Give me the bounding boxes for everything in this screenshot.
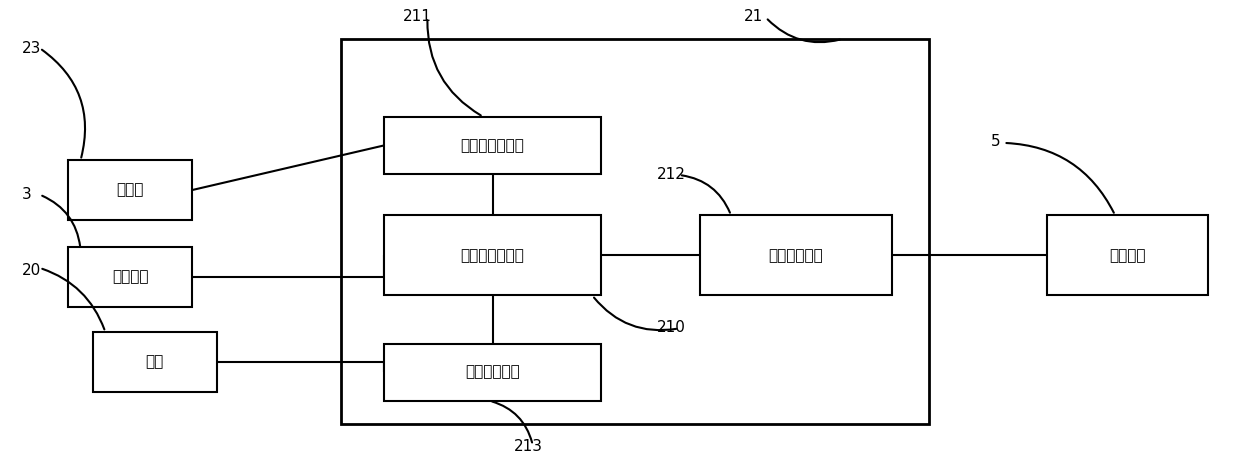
Bar bbox=[68, 160, 192, 220]
Text: 电池: 电池 bbox=[146, 354, 164, 369]
Text: 3: 3 bbox=[22, 187, 32, 202]
Bar bbox=[384, 344, 601, 401]
Text: 智能终端: 智能终端 bbox=[1109, 248, 1146, 263]
Text: 触摸屏控制模块: 触摸屏控制模块 bbox=[461, 138, 524, 153]
Bar bbox=[1047, 215, 1208, 295]
Text: 5: 5 bbox=[991, 135, 1001, 149]
Bar bbox=[700, 215, 892, 295]
Text: 电源管理模块: 电源管理模块 bbox=[465, 365, 520, 380]
Text: 212: 212 bbox=[657, 167, 685, 181]
Text: 211: 211 bbox=[403, 9, 431, 23]
Text: 20: 20 bbox=[22, 263, 42, 278]
Text: 23: 23 bbox=[22, 41, 42, 55]
Bar bbox=[384, 215, 601, 295]
Bar bbox=[93, 332, 217, 392]
Text: 21: 21 bbox=[743, 9, 763, 23]
Bar bbox=[384, 117, 601, 174]
Bar bbox=[341, 39, 929, 424]
Text: 通讯控制模块: 通讯控制模块 bbox=[768, 248, 824, 263]
Text: 210: 210 bbox=[657, 320, 685, 335]
Bar bbox=[68, 247, 192, 307]
Text: 213: 213 bbox=[514, 439, 543, 454]
Text: 中央处理器模块: 中央处理器模块 bbox=[461, 248, 524, 263]
Text: 触摸屏: 触摸屏 bbox=[116, 183, 144, 197]
Text: 开关按键: 开关按键 bbox=[112, 270, 149, 284]
